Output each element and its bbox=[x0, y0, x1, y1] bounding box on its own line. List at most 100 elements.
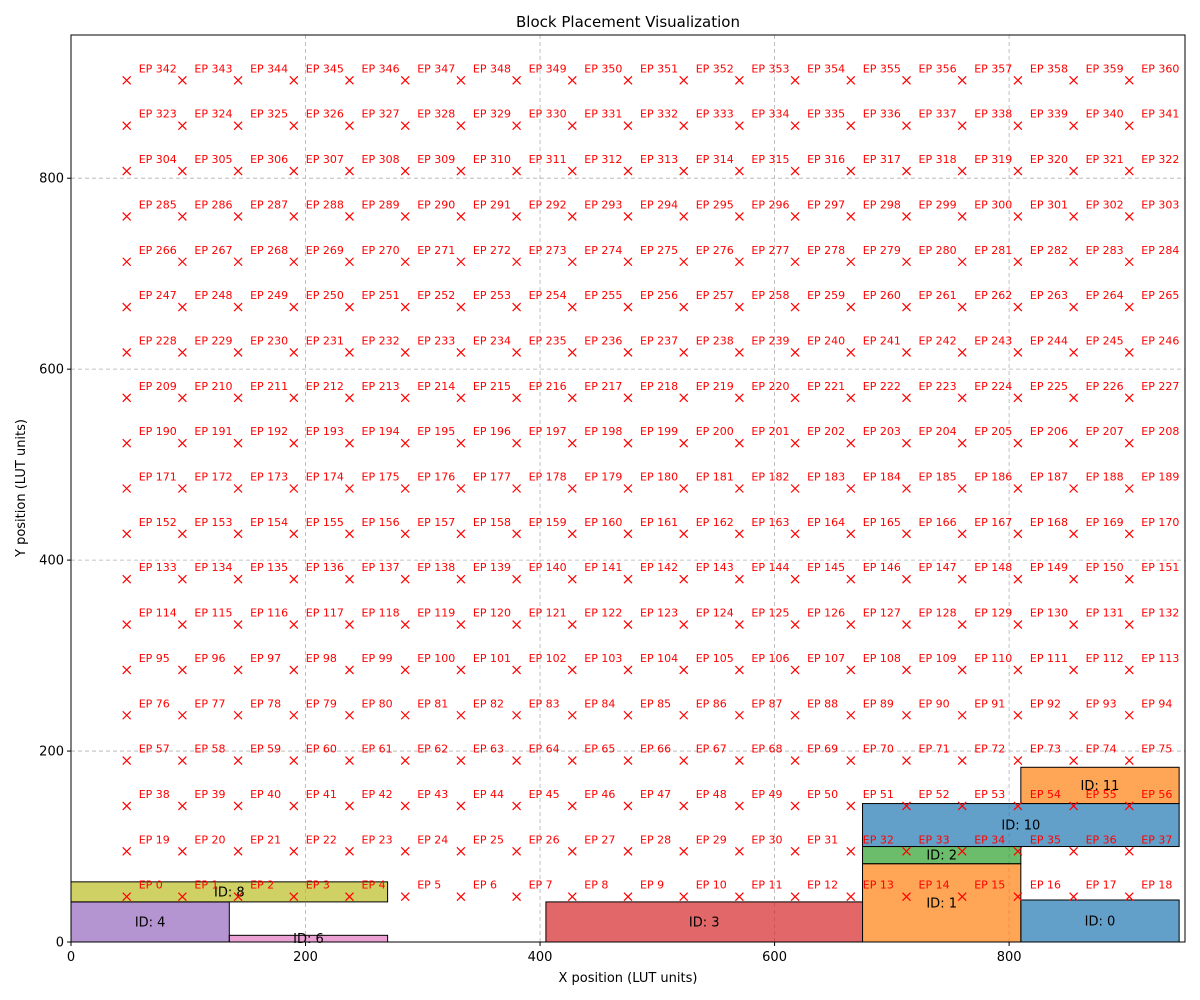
ep-marker bbox=[902, 121, 911, 131]
ep-label: EP 351 bbox=[640, 62, 678, 75]
ep-marker bbox=[567, 620, 577, 629]
ep-marker bbox=[1124, 393, 1134, 403]
ep-marker bbox=[679, 620, 689, 629]
ep-marker bbox=[1124, 756, 1134, 766]
ep-label: EP 75 bbox=[1141, 743, 1172, 756]
ep-marker bbox=[456, 348, 466, 357]
ep-marker bbox=[512, 620, 522, 629]
ep-marker bbox=[1124, 574, 1134, 584]
ep-marker bbox=[623, 484, 633, 493]
ep-marker bbox=[512, 438, 522, 448]
ep-label: EP 102 bbox=[529, 652, 567, 665]
ep-marker bbox=[957, 166, 967, 176]
ep-label: EP 311 bbox=[529, 153, 567, 166]
ep-label: EP 268 bbox=[250, 244, 288, 257]
x-tick-label: 0 bbox=[67, 950, 75, 965]
ep-marker bbox=[1069, 846, 1079, 856]
ep-label: EP 281 bbox=[974, 244, 1012, 257]
ep-marker bbox=[623, 665, 633, 675]
ep-marker bbox=[122, 438, 132, 448]
ep-label: EP 234 bbox=[473, 334, 511, 347]
ep-marker bbox=[233, 348, 243, 357]
ep-label: EP 258 bbox=[751, 289, 789, 302]
ep-marker bbox=[177, 892, 187, 902]
ep-marker bbox=[456, 710, 466, 720]
ep-marker bbox=[177, 302, 187, 312]
ep-marker bbox=[567, 393, 577, 403]
ep-marker bbox=[289, 574, 299, 584]
ep-marker bbox=[1013, 710, 1023, 720]
ep-label: EP 189 bbox=[1141, 471, 1179, 484]
ep-marker bbox=[623, 529, 633, 539]
ep-label: EP 68 bbox=[751, 743, 782, 756]
ep-label: EP 293 bbox=[584, 198, 622, 211]
ep-label: EP 134 bbox=[194, 561, 232, 574]
ep-marker bbox=[567, 846, 577, 856]
ep-label: EP 209 bbox=[139, 380, 177, 393]
ep-marker bbox=[957, 574, 967, 584]
ep-label: EP 139 bbox=[473, 561, 511, 574]
ep-marker bbox=[1069, 801, 1079, 811]
ep-marker bbox=[512, 75, 522, 85]
ep-label: EP 18 bbox=[1141, 879, 1172, 892]
ep-label: EP 178 bbox=[529, 471, 567, 484]
ep-label: EP 228 bbox=[139, 334, 177, 347]
ep-label: EP 219 bbox=[696, 380, 734, 393]
ep-marker bbox=[1124, 892, 1134, 902]
block-label: ID: 8 bbox=[214, 885, 245, 900]
ep-label: EP 262 bbox=[974, 289, 1012, 302]
ep-marker bbox=[846, 257, 856, 267]
ep-marker bbox=[567, 75, 577, 85]
ep-marker bbox=[345, 756, 354, 766]
ep-marker bbox=[177, 756, 187, 766]
ep-marker bbox=[233, 710, 243, 720]
ep-label: EP 340 bbox=[1086, 108, 1124, 121]
ep-label: EP 90 bbox=[919, 697, 950, 710]
ep-marker bbox=[177, 665, 187, 675]
ep-marker bbox=[679, 121, 689, 131]
ep-marker bbox=[567, 529, 577, 539]
ep-marker bbox=[623, 801, 633, 811]
ep-marker bbox=[1069, 892, 1079, 902]
ep-label: EP 328 bbox=[417, 108, 455, 121]
ep-label: EP 31 bbox=[807, 833, 838, 846]
ep-marker bbox=[734, 393, 744, 403]
ep-marker bbox=[512, 529, 522, 539]
ep-label: EP 22 bbox=[306, 833, 337, 846]
ep-marker bbox=[902, 393, 911, 403]
ep-label: EP 61 bbox=[362, 743, 393, 756]
ep-marker bbox=[400, 121, 410, 131]
ep-marker bbox=[846, 438, 856, 448]
grid-lines bbox=[71, 35, 1185, 942]
blocks-layer: ID: 0 ID: 1 ID: 2 ID: 3 ID: 4 ID: 6 ID: 8 ID: 1… bbox=[70, 766, 1180, 947]
ep-marker bbox=[790, 257, 800, 267]
ep-label: EP 203 bbox=[863, 425, 901, 438]
ep-marker bbox=[289, 665, 299, 675]
ep-label: EP 358 bbox=[1030, 62, 1068, 75]
ep-label: EP 8 bbox=[584, 879, 608, 892]
ep-marker bbox=[1124, 257, 1134, 267]
ep-label: EP 188 bbox=[1086, 471, 1124, 484]
ep-label: EP 166 bbox=[919, 516, 957, 529]
ep-marker bbox=[512, 710, 522, 720]
ep-marker bbox=[233, 892, 243, 902]
ep-label: EP 287 bbox=[250, 198, 288, 211]
ep-label: EP 95 bbox=[139, 652, 170, 665]
ep-marker bbox=[846, 484, 856, 493]
ep-label: EP 300 bbox=[974, 198, 1012, 211]
ep-label: EP 32 bbox=[863, 833, 894, 846]
ep-label: EP 333 bbox=[696, 108, 734, 121]
ep-marker bbox=[456, 302, 466, 312]
ep-label: EP 198 bbox=[584, 425, 622, 438]
ep-marker bbox=[846, 801, 856, 811]
ep-label: EP 194 bbox=[362, 425, 400, 438]
ep-label: EP 12 bbox=[807, 879, 838, 892]
ep-marker bbox=[289, 121, 299, 131]
ep-label: EP 133 bbox=[139, 561, 177, 574]
ep-label: EP 267 bbox=[194, 244, 232, 257]
ep-label: EP 236 bbox=[584, 334, 622, 347]
ep-label: EP 211 bbox=[250, 380, 288, 393]
ep-marker bbox=[734, 211, 744, 221]
ep-label: EP 346 bbox=[362, 62, 400, 75]
ep-marker bbox=[1013, 75, 1023, 85]
